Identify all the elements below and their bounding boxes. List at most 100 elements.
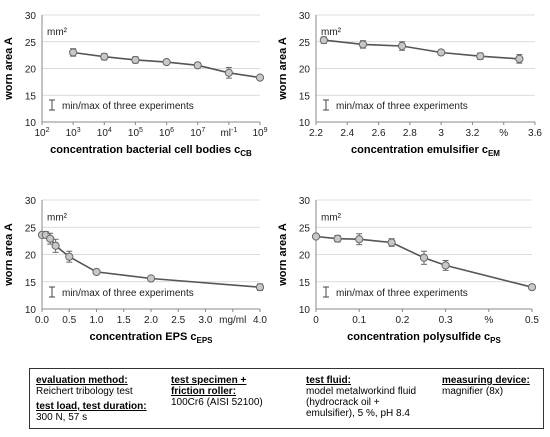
series-line	[323, 39, 520, 60]
legend: min/max of three experiments	[323, 286, 468, 299]
data-point	[311, 232, 321, 241]
data-point	[46, 234, 55, 243]
x-tick-label: 107	[190, 127, 205, 139]
data-point	[193, 61, 202, 70]
test-fluid-value-2: (hydrocrack oil +	[306, 397, 380, 408]
data-point	[131, 55, 140, 65]
x-tick-label: 2.5	[171, 315, 185, 326]
test-load-value: 300 N, 57 s	[36, 412, 88, 423]
y-unit-label: mm²	[47, 27, 68, 38]
y-tick-label: 30	[25, 11, 37, 22]
y-tick-label: 20	[25, 65, 37, 76]
evaluation-method-value: Reichert tribology test	[36, 386, 133, 397]
legend-label: min/max of three experiments	[62, 288, 194, 299]
data-point	[515, 54, 524, 63]
legend-label: min/max of three experiments	[62, 101, 194, 112]
y-tick-label: 25	[299, 223, 311, 234]
y-tick-label: 25	[25, 223, 37, 234]
y-axis-title: worn area A	[277, 223, 289, 287]
x-tick-label: 2.0	[144, 315, 158, 326]
y-axis-title: worn area A	[277, 37, 289, 101]
test-fluid-value-1: model metalworkind fluid	[306, 386, 417, 397]
info-col-device: measuring device: magnifier (8x)	[442, 375, 530, 397]
x-tick-label: %	[499, 128, 508, 139]
data-point	[319, 36, 328, 45]
x-tick-label: 3.6	[528, 128, 542, 139]
legend-label: min/max of three experiments	[336, 288, 468, 299]
x-tick-label: 2.6	[372, 128, 386, 139]
data-point	[527, 283, 537, 292]
y-axis-title: worn area A	[3, 223, 15, 287]
data-point	[146, 274, 156, 283]
chart-2: 10 15 20 25 30 2.2 2.4 2.6 2.8 3 3.2% 3.6 mm² worn ar…	[277, 11, 542, 158]
data-point	[333, 234, 342, 243]
x-tick-label: ml-1	[220, 127, 237, 139]
friction-roller-label: friction roller:	[171, 386, 237, 397]
x-tick-label: 0.2	[395, 315, 409, 326]
y-tick-label: 20	[25, 251, 37, 262]
y-unit-label: mm²	[321, 212, 342, 223]
x-axis-title: concentration bacterial cell bodies cCB	[50, 144, 252, 158]
y-tick-label: 15	[299, 91, 311, 102]
evaluation-method-label: evaluation method:	[36, 375, 128, 386]
y-tick-label: 20	[299, 65, 311, 76]
legend: min/max of three experiments	[49, 286, 194, 299]
test-fluid-label: test fluid:	[306, 375, 352, 386]
data-point	[476, 52, 485, 61]
y-tick-label: 15	[25, 278, 37, 289]
y-tick-label: 10	[25, 305, 37, 316]
info-col-specimen: test specimen + friction roller: 100Cr6 …	[171, 375, 263, 408]
y-tick-label: 10	[299, 118, 311, 129]
data-point	[69, 48, 78, 57]
info-col-evaluation: evaluation method: Reichert tribology te…	[36, 375, 147, 423]
x-tick-label: 0	[313, 315, 319, 326]
data-point	[100, 52, 109, 61]
y-tick-label: 10	[25, 118, 37, 129]
experiment-info-box: evaluation method: Reichert tribology te…	[29, 368, 544, 429]
data-point	[441, 261, 450, 270]
data-point	[162, 57, 171, 67]
data-point	[92, 267, 101, 277]
x-tick-label: 3.2	[465, 128, 479, 139]
y-unit-label: mm²	[321, 27, 342, 38]
data-point	[255, 73, 265, 82]
data-point	[387, 238, 396, 247]
y-tick-label: 30	[25, 196, 37, 207]
data-point	[65, 252, 74, 261]
test-fluid-value-3: emulsifier), 5 %, pH 8.4	[306, 408, 410, 419]
x-tick-label: 2.4	[340, 128, 354, 139]
measuring-device-value: magnifier (8x)	[442, 386, 504, 397]
x-tick-label: 105	[128, 127, 143, 139]
data-point	[419, 253, 429, 262]
y-tick-label: 25	[25, 38, 37, 49]
chart-3: 10 15 20 25 30 0.0 0.5 1.0 1.5 2.0 2.5 3.0 mg/ml 4.0 m…	[3, 196, 267, 345]
measuring-device-label: measuring device:	[442, 375, 530, 386]
x-tick-label: 3	[438, 128, 444, 139]
x-tick-label: %	[484, 315, 493, 326]
y-tick-label: 15	[299, 278, 311, 289]
data-point	[355, 235, 364, 244]
legend: min/max of three experiments	[49, 99, 194, 112]
y-tick-label: 15	[25, 91, 37, 102]
y-tick-label: 10	[299, 305, 311, 316]
x-tick-label: 104	[97, 127, 112, 139]
chart-1: 10 15 20 25 30 102 103 104 105 106 107 ml-1 109 mm² wo…	[3, 11, 268, 158]
test-load-label: test load, test duration:	[36, 401, 147, 412]
data-point	[437, 48, 446, 57]
x-tick-label: 2.8	[403, 128, 417, 139]
x-tick-label: 0.5	[525, 315, 539, 326]
info-col-fluid: test fluid: model metalworkind fluid (hy…	[306, 375, 416, 419]
x-tick-label: 0.5	[62, 315, 76, 326]
data-point	[397, 41, 407, 51]
x-tick-label: 2.2	[309, 128, 323, 139]
x-tick-label: 4.0	[253, 315, 267, 326]
test-specimen-value: 100Cr6 (AISI 52100)	[171, 397, 263, 408]
x-tick-label: 106	[159, 127, 174, 139]
data-point	[358, 40, 368, 49]
data-point	[224, 68, 233, 77]
legend: min/max of three experiments	[323, 99, 468, 112]
y-axis-title: worn area A	[3, 37, 15, 101]
x-tick-label: 1.5	[117, 315, 131, 326]
x-tick-label: 0.0	[35, 315, 49, 326]
